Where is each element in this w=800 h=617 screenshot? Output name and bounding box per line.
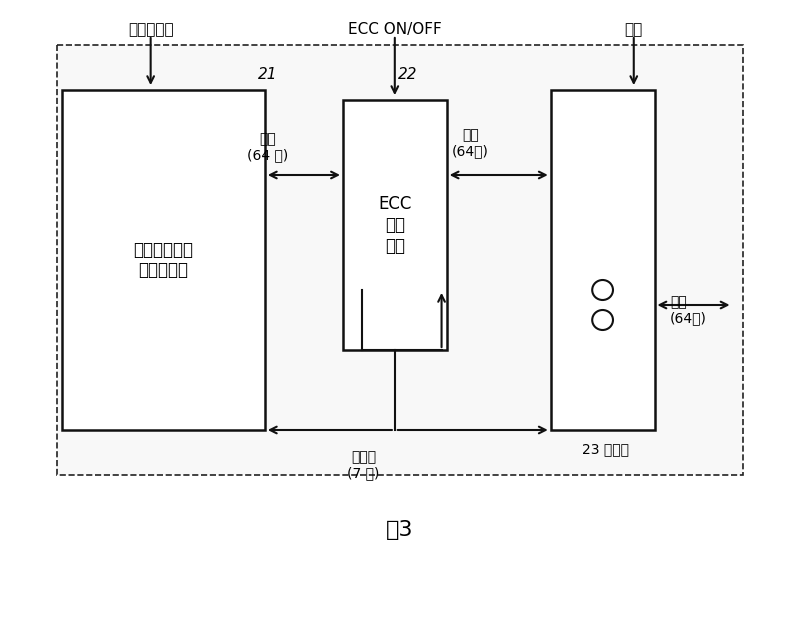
Bar: [343, 100, 446, 350]
Text: 22: 22: [398, 67, 418, 82]
Text: 21: 21: [258, 67, 277, 82]
Text: 冗余位
(7 位): 冗余位 (7 位): [347, 450, 380, 480]
Text: 存储单元阵列
和控制电路: 存储单元阵列 和控制电路: [134, 241, 194, 280]
Text: 数据
(64 位): 数据 (64 位): [247, 132, 289, 162]
Text: 23 选择器: 23 选择器: [582, 442, 629, 456]
Text: ECC
逻辑
单元: ECC 逻辑 单元: [378, 195, 411, 255]
Bar: [550, 90, 654, 430]
Text: 数据
(64位): 数据 (64位): [452, 128, 489, 158]
Text: 图3: 图3: [386, 520, 414, 540]
Text: 测试: 测试: [625, 22, 643, 37]
Bar: [62, 90, 265, 430]
Bar: [57, 45, 743, 475]
Text: 数据
(64位): 数据 (64位): [670, 295, 707, 325]
Text: ECC ON/OFF: ECC ON/OFF: [348, 22, 442, 37]
Text: 命令，地址: 命令，地址: [128, 22, 174, 37]
